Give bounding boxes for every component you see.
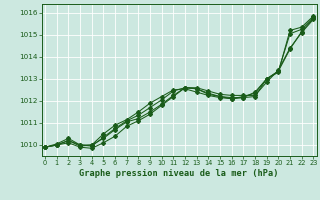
X-axis label: Graphe pression niveau de la mer (hPa): Graphe pression niveau de la mer (hPa): [79, 169, 279, 178]
